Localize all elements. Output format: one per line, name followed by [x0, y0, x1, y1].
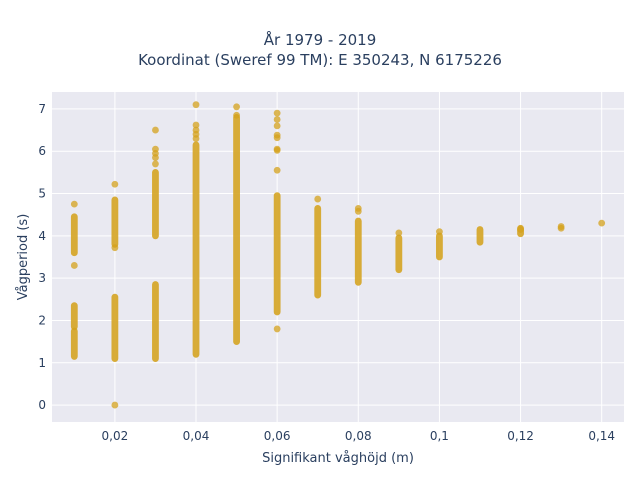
y-tick-label: 3 — [38, 271, 46, 285]
data-point-range — [152, 281, 159, 362]
data-point-range — [111, 293, 119, 362]
data-point — [192, 135, 200, 142]
data-point — [436, 228, 443, 236]
chart-title: År 1979 - 2019 — [263, 31, 377, 49]
data-point-range — [273, 192, 281, 316]
data-point-range — [70, 302, 78, 331]
y-tick-label: 7 — [38, 102, 46, 116]
plot-area — [52, 92, 624, 422]
data-point — [192, 101, 200, 109]
data-point — [598, 219, 606, 227]
data-point — [517, 226, 524, 233]
data-point — [273, 109, 281, 117]
data-point-range — [70, 327, 78, 360]
data-point — [273, 166, 281, 174]
data-point — [70, 200, 78, 208]
data-point — [273, 325, 281, 333]
data-point — [192, 121, 200, 129]
data-point — [152, 154, 159, 161]
data-point — [111, 180, 119, 188]
x-tick-label: 0,14 — [588, 429, 615, 443]
y-tick-label: 6 — [38, 144, 46, 158]
y-tick-label: 2 — [38, 313, 46, 327]
data-point-range — [314, 204, 322, 299]
data-point — [273, 134, 281, 142]
y-axis-ticks: 0 1 2 3 4 5 6 7 — [38, 102, 46, 412]
data-point-range — [111, 196, 119, 248]
data-point-range — [192, 141, 200, 358]
data-point — [354, 207, 362, 215]
x-axis-label: Signifikant våghöjd (m) — [262, 451, 414, 466]
data-point — [233, 103, 240, 111]
data-point-range — [233, 113, 240, 346]
data-point — [273, 116, 281, 123]
y-tick-label: 4 — [38, 229, 46, 243]
data-point — [70, 262, 78, 269]
data-point-range — [70, 213, 78, 257]
data-point-range — [354, 217, 362, 286]
data-point — [233, 111, 240, 119]
data-points — [70, 101, 606, 409]
grid — [52, 92, 624, 422]
x-tick-label: 0,06 — [264, 429, 291, 443]
y-tick-label: 0 — [38, 398, 46, 412]
data-point — [314, 195, 322, 203]
x-axis-ticks: 0,02 0,04 0,06 0,08 0,1 0,12 0,14 — [102, 429, 616, 443]
y-axis-label: Vågperiod (s) — [16, 214, 31, 301]
data-point-range — [152, 168, 159, 240]
x-tick-label: 0,08 — [345, 429, 372, 443]
x-tick-label: 0,04 — [183, 429, 210, 443]
chart-subtitle: Koordinat (Sweref 99 TM): E 350243, N 61… — [138, 51, 502, 69]
data-point — [152, 160, 159, 168]
data-point — [273, 122, 281, 130]
data-point — [152, 126, 159, 134]
x-tick-label: 0,02 — [102, 429, 129, 443]
data-point — [111, 401, 119, 409]
y-tick-label: 1 — [38, 356, 46, 370]
data-point — [273, 146, 281, 154]
x-tick-label: 0,12 — [507, 429, 534, 443]
y-tick-label: 5 — [38, 187, 46, 201]
data-point — [395, 229, 403, 237]
data-point-range — [436, 232, 443, 261]
data-point — [557, 223, 565, 230]
data-point — [111, 244, 119, 252]
data-point-range — [395, 234, 403, 274]
x-tick-label: 0,1 — [430, 429, 449, 443]
data-point-range — [476, 226, 484, 246]
